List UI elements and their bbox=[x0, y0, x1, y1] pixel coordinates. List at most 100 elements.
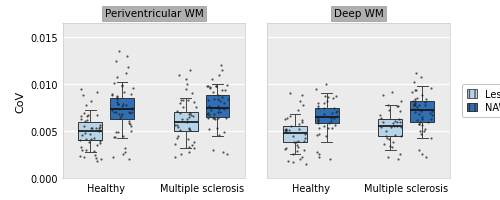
Point bbox=[329, 97, 337, 100]
Point bbox=[298, 119, 306, 122]
Point bbox=[114, 103, 122, 106]
Point bbox=[82, 149, 90, 152]
Point bbox=[84, 114, 92, 117]
Point bbox=[224, 97, 232, 101]
Point bbox=[394, 105, 402, 108]
Point bbox=[396, 153, 404, 156]
Point bbox=[330, 116, 338, 120]
Point bbox=[120, 91, 128, 94]
Point bbox=[204, 85, 212, 88]
Point bbox=[410, 104, 418, 108]
Point bbox=[204, 113, 212, 116]
Point bbox=[214, 74, 222, 77]
Point bbox=[96, 126, 104, 129]
Point bbox=[332, 110, 340, 114]
Point bbox=[292, 141, 300, 144]
Point bbox=[286, 115, 294, 118]
Point bbox=[126, 130, 134, 133]
Point bbox=[185, 115, 193, 119]
Point bbox=[214, 105, 222, 108]
Point bbox=[209, 116, 217, 120]
Point bbox=[411, 99, 419, 103]
Point bbox=[189, 115, 197, 118]
Point bbox=[126, 125, 134, 128]
Point bbox=[428, 110, 436, 113]
Point bbox=[421, 101, 429, 104]
Point bbox=[80, 112, 88, 115]
Point bbox=[327, 120, 335, 123]
Point bbox=[314, 116, 322, 120]
Point bbox=[176, 102, 184, 105]
Point bbox=[171, 143, 179, 146]
Point bbox=[418, 124, 426, 127]
Point bbox=[124, 120, 132, 123]
Point bbox=[78, 133, 86, 137]
Point bbox=[185, 113, 193, 116]
Point bbox=[393, 105, 401, 108]
Point bbox=[78, 149, 86, 152]
Point bbox=[218, 96, 226, 99]
Point bbox=[421, 128, 429, 131]
Point bbox=[205, 127, 213, 131]
Point bbox=[397, 125, 405, 129]
Point bbox=[217, 64, 225, 68]
Point bbox=[77, 146, 85, 149]
Point bbox=[379, 94, 387, 97]
Point bbox=[422, 98, 430, 101]
Point bbox=[119, 153, 127, 156]
Point bbox=[415, 123, 423, 126]
Point bbox=[176, 129, 184, 132]
Point bbox=[314, 119, 322, 122]
Point bbox=[421, 103, 429, 107]
Point bbox=[86, 132, 94, 136]
Point bbox=[82, 104, 90, 107]
Point bbox=[112, 95, 120, 98]
Point bbox=[327, 117, 335, 120]
Point bbox=[114, 96, 122, 99]
Point bbox=[127, 92, 135, 96]
Point bbox=[208, 148, 216, 152]
Point bbox=[220, 131, 228, 134]
Point bbox=[112, 111, 120, 114]
Point bbox=[186, 112, 194, 115]
Point bbox=[92, 127, 100, 130]
Point bbox=[91, 154, 99, 157]
Point bbox=[282, 129, 290, 132]
Point bbox=[409, 108, 417, 111]
Point bbox=[408, 91, 416, 94]
Point bbox=[328, 127, 336, 130]
Point bbox=[216, 108, 224, 111]
Point bbox=[112, 131, 120, 134]
Point bbox=[418, 118, 426, 121]
Point bbox=[214, 111, 222, 114]
Point bbox=[426, 112, 434, 115]
Point bbox=[294, 140, 302, 143]
Point bbox=[296, 123, 304, 126]
Point bbox=[390, 125, 398, 128]
Point bbox=[126, 158, 134, 161]
Point bbox=[214, 98, 222, 101]
Point bbox=[218, 89, 226, 92]
Point bbox=[302, 162, 310, 166]
Point bbox=[294, 146, 302, 149]
Point bbox=[86, 137, 94, 141]
Point bbox=[122, 103, 130, 107]
Point bbox=[95, 130, 103, 133]
Point bbox=[283, 117, 291, 120]
Point bbox=[396, 109, 404, 113]
Point bbox=[97, 158, 105, 161]
Point bbox=[324, 96, 332, 99]
Point bbox=[192, 106, 200, 110]
Point bbox=[116, 116, 124, 120]
Point bbox=[80, 125, 88, 128]
Point bbox=[96, 124, 104, 127]
Point bbox=[208, 91, 216, 94]
Point bbox=[112, 60, 120, 63]
Point bbox=[320, 125, 328, 128]
Point bbox=[426, 87, 434, 90]
Point bbox=[420, 129, 428, 133]
Point bbox=[108, 93, 116, 97]
Point bbox=[184, 138, 192, 141]
Point bbox=[394, 121, 402, 124]
Point bbox=[418, 76, 426, 79]
